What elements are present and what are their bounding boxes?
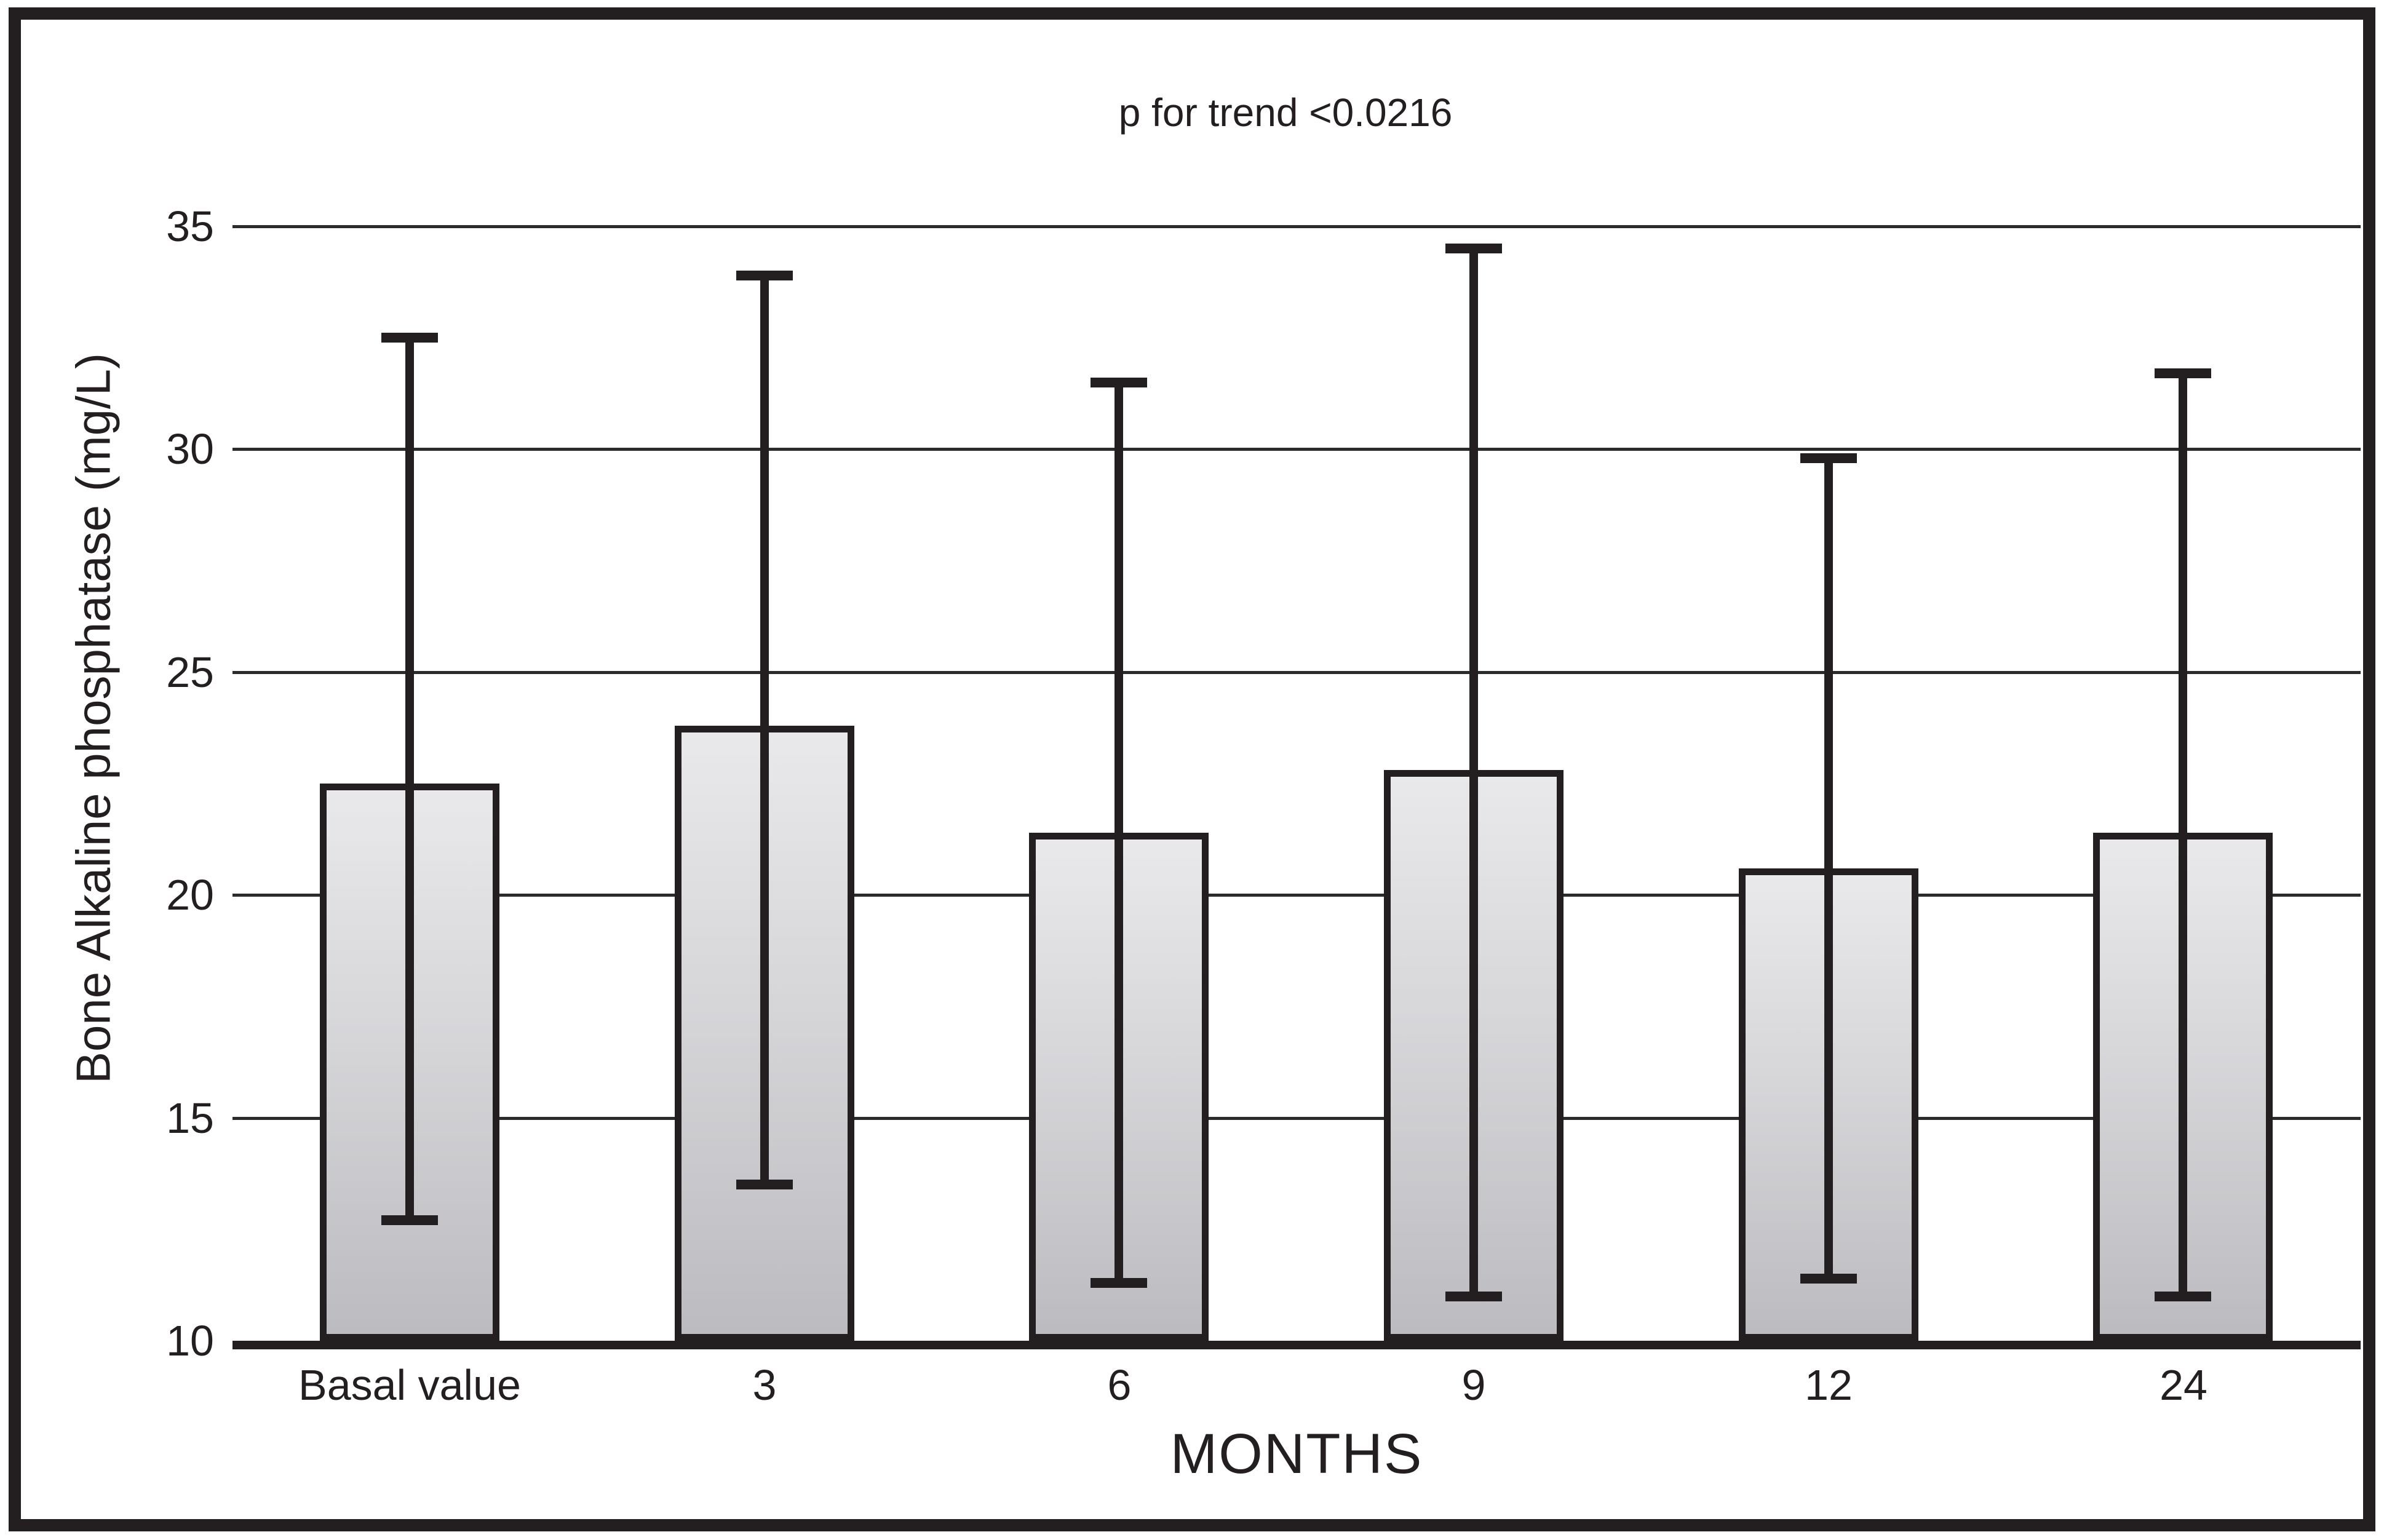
error-bar-9 bbox=[1469, 248, 1478, 1296]
gridline-35 bbox=[232, 225, 2361, 228]
y-tick-label-25: 25 bbox=[166, 648, 214, 696]
error-cap-top-3 bbox=[736, 271, 793, 280]
bar-slot-basal-value bbox=[232, 226, 587, 1341]
gridline-25 bbox=[232, 670, 2361, 674]
error-cap-top-24 bbox=[2155, 368, 2211, 378]
error-bar-basal-value bbox=[405, 338, 414, 1220]
error-cap-top-basal-value bbox=[381, 333, 438, 343]
y-tick-label-10: 10 bbox=[166, 1317, 214, 1365]
error-cap-bottom-9 bbox=[1445, 1292, 1502, 1301]
gridline-20 bbox=[232, 894, 2361, 897]
error-cap-top-12 bbox=[1800, 453, 1857, 463]
x-tick-label-3: 3 bbox=[752, 1361, 777, 1409]
y-tick-label-20: 20 bbox=[166, 871, 214, 919]
bar-slot-12 bbox=[1651, 226, 2006, 1341]
y-tick-label-15: 15 bbox=[166, 1093, 214, 1142]
x-tick-label-12: 12 bbox=[1805, 1361, 1853, 1409]
error-bar-24 bbox=[2179, 373, 2187, 1296]
gridline-30 bbox=[232, 448, 2361, 451]
x-tick-label-9: 9 bbox=[1461, 1361, 1486, 1409]
error-cap-top-9 bbox=[1445, 244, 1502, 253]
y-tick-label-30: 30 bbox=[166, 425, 214, 474]
error-bar-12 bbox=[1824, 458, 1833, 1279]
x-tick-label-basal-value: Basal value bbox=[298, 1361, 521, 1409]
chart-title: p for trend <0.0216 bbox=[1118, 90, 1453, 135]
x-axis-title: MONTHS bbox=[1170, 1423, 1423, 1485]
gridline-15 bbox=[232, 1116, 2361, 1120]
error-cap-bottom-3 bbox=[736, 1180, 793, 1189]
error-cap-bottom-6 bbox=[1091, 1278, 1147, 1288]
error-cap-bottom-basal-value bbox=[381, 1215, 438, 1225]
bar-slot-9 bbox=[1297, 226, 1651, 1341]
error-cap-top-6 bbox=[1091, 378, 1147, 387]
bar-slot-24 bbox=[2006, 226, 2361, 1341]
y-tick-label-35: 35 bbox=[166, 202, 214, 250]
plot-area bbox=[232, 225, 2361, 1349]
error-bar-6 bbox=[1115, 383, 1123, 1283]
bar-slot-6 bbox=[942, 226, 1297, 1341]
error-bar-3 bbox=[760, 276, 769, 1185]
error-cap-bottom-12 bbox=[1800, 1274, 1857, 1284]
x-tick-label-24: 24 bbox=[2160, 1361, 2207, 1409]
error-cap-bottom-24 bbox=[2155, 1292, 2211, 1301]
x-tick-label-6: 6 bbox=[1107, 1361, 1132, 1409]
bar-slot-3 bbox=[587, 226, 942, 1341]
